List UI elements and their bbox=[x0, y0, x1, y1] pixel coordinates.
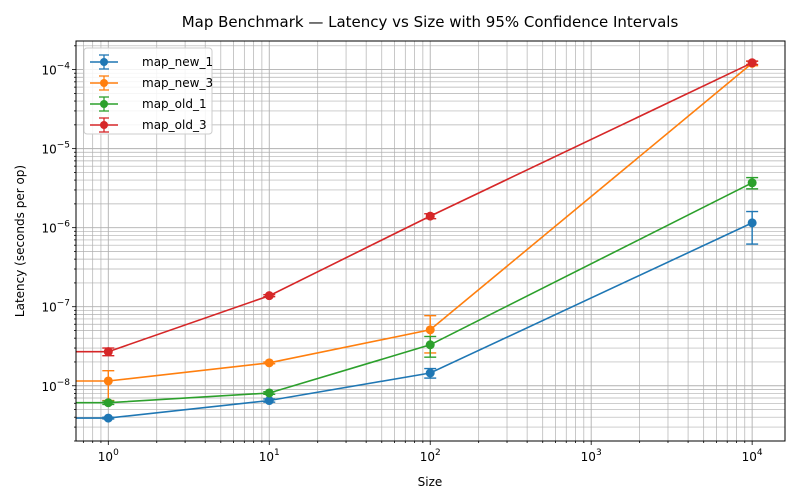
data-point bbox=[264, 358, 274, 368]
legend-marker bbox=[100, 121, 108, 129]
data-point bbox=[747, 218, 757, 228]
y-tick-label: 10−8 bbox=[41, 378, 70, 394]
legend-entry-map_new_1: map_new_1 bbox=[90, 54, 213, 70]
x-tick-label: 100 bbox=[98, 448, 119, 464]
x-axis-title: Size bbox=[418, 475, 443, 489]
legend: map_new_1 map_new_3 map_old_1 map_old_3 bbox=[83, 47, 213, 135]
data-point bbox=[264, 396, 274, 406]
data-point bbox=[264, 388, 274, 398]
y-tick-label: 10−7 bbox=[41, 299, 70, 315]
y-tick-label: 10−4 bbox=[41, 62, 70, 78]
legend-marker bbox=[100, 100, 108, 108]
data-point bbox=[425, 211, 435, 221]
data-point bbox=[103, 413, 113, 423]
series-map_old_3 bbox=[76, 58, 759, 357]
legend-marker bbox=[100, 58, 108, 66]
data-point bbox=[747, 178, 757, 188]
legend-marker bbox=[100, 79, 108, 87]
legend-label: map_new_1 bbox=[142, 55, 213, 69]
legend-entry-map_new_3: map_new_3 bbox=[90, 75, 213, 91]
data-point bbox=[103, 398, 113, 408]
data-point bbox=[103, 376, 113, 386]
x-tick-label: 101 bbox=[259, 448, 280, 464]
data-point bbox=[425, 325, 435, 335]
y-tick-label: 10−6 bbox=[41, 220, 70, 236]
legend-entry-map_old_1: map_old_1 bbox=[90, 96, 207, 112]
data-point bbox=[425, 340, 435, 350]
series-map_new_1 bbox=[76, 210, 759, 423]
legend-label: map_old_3 bbox=[142, 118, 207, 132]
grid bbox=[76, 41, 785, 442]
legend-entry-map_old_3: map_old_3 bbox=[90, 117, 207, 133]
legend-label: map_new_3 bbox=[142, 76, 213, 90]
y-axis-title: Latency (seconds per op) bbox=[13, 165, 27, 317]
data-point bbox=[264, 291, 274, 301]
legend-label: map_old_1 bbox=[142, 97, 207, 111]
series-layer bbox=[76, 58, 759, 423]
x-tick-label: 102 bbox=[420, 448, 441, 464]
series-map_old_1 bbox=[76, 176, 759, 408]
chart-title: Map Benchmark — Latency vs Size with 95%… bbox=[182, 13, 679, 31]
y-tick-label: 10−5 bbox=[41, 141, 70, 157]
x-tick-label: 103 bbox=[581, 448, 602, 464]
legend-box bbox=[83, 47, 213, 135]
data-point bbox=[747, 58, 757, 68]
data-point bbox=[425, 368, 435, 378]
ticks: 100 101 102 103 104 10−8 10−7 10−6 10−5 10−4 bbox=[41, 45, 763, 464]
x-tick-label: 104 bbox=[742, 448, 763, 464]
data-point bbox=[103, 347, 113, 357]
